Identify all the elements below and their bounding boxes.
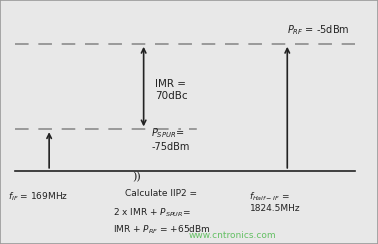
- Text: $P_{SPUR}$=
-75dBm: $P_{SPUR}$= -75dBm: [151, 126, 190, 152]
- Text: $P_{RF}$ = -5dBm: $P_{RF}$ = -5dBm: [287, 24, 350, 37]
- Text: 2 x IMR + $P_{SPUR}$=: 2 x IMR + $P_{SPUR}$=: [113, 206, 191, 219]
- Text: IMR =
70dBc: IMR = 70dBc: [155, 80, 187, 101]
- Text: $f_{Half-IF}$ =
1824.5MHz: $f_{Half-IF}$ = 1824.5MHz: [249, 190, 300, 213]
- Text: www.cntronics.com: www.cntronics.com: [189, 231, 277, 240]
- Text: $f_{IF}$ = 169MHz: $f_{IF}$ = 169MHz: [8, 190, 68, 203]
- Text: )): )): [132, 172, 141, 182]
- Text: IMR + $P_{RF}$ = +65dBm: IMR + $P_{RF}$ = +65dBm: [113, 223, 211, 236]
- Text: Calculate IIP2 =: Calculate IIP2 =: [125, 189, 197, 198]
